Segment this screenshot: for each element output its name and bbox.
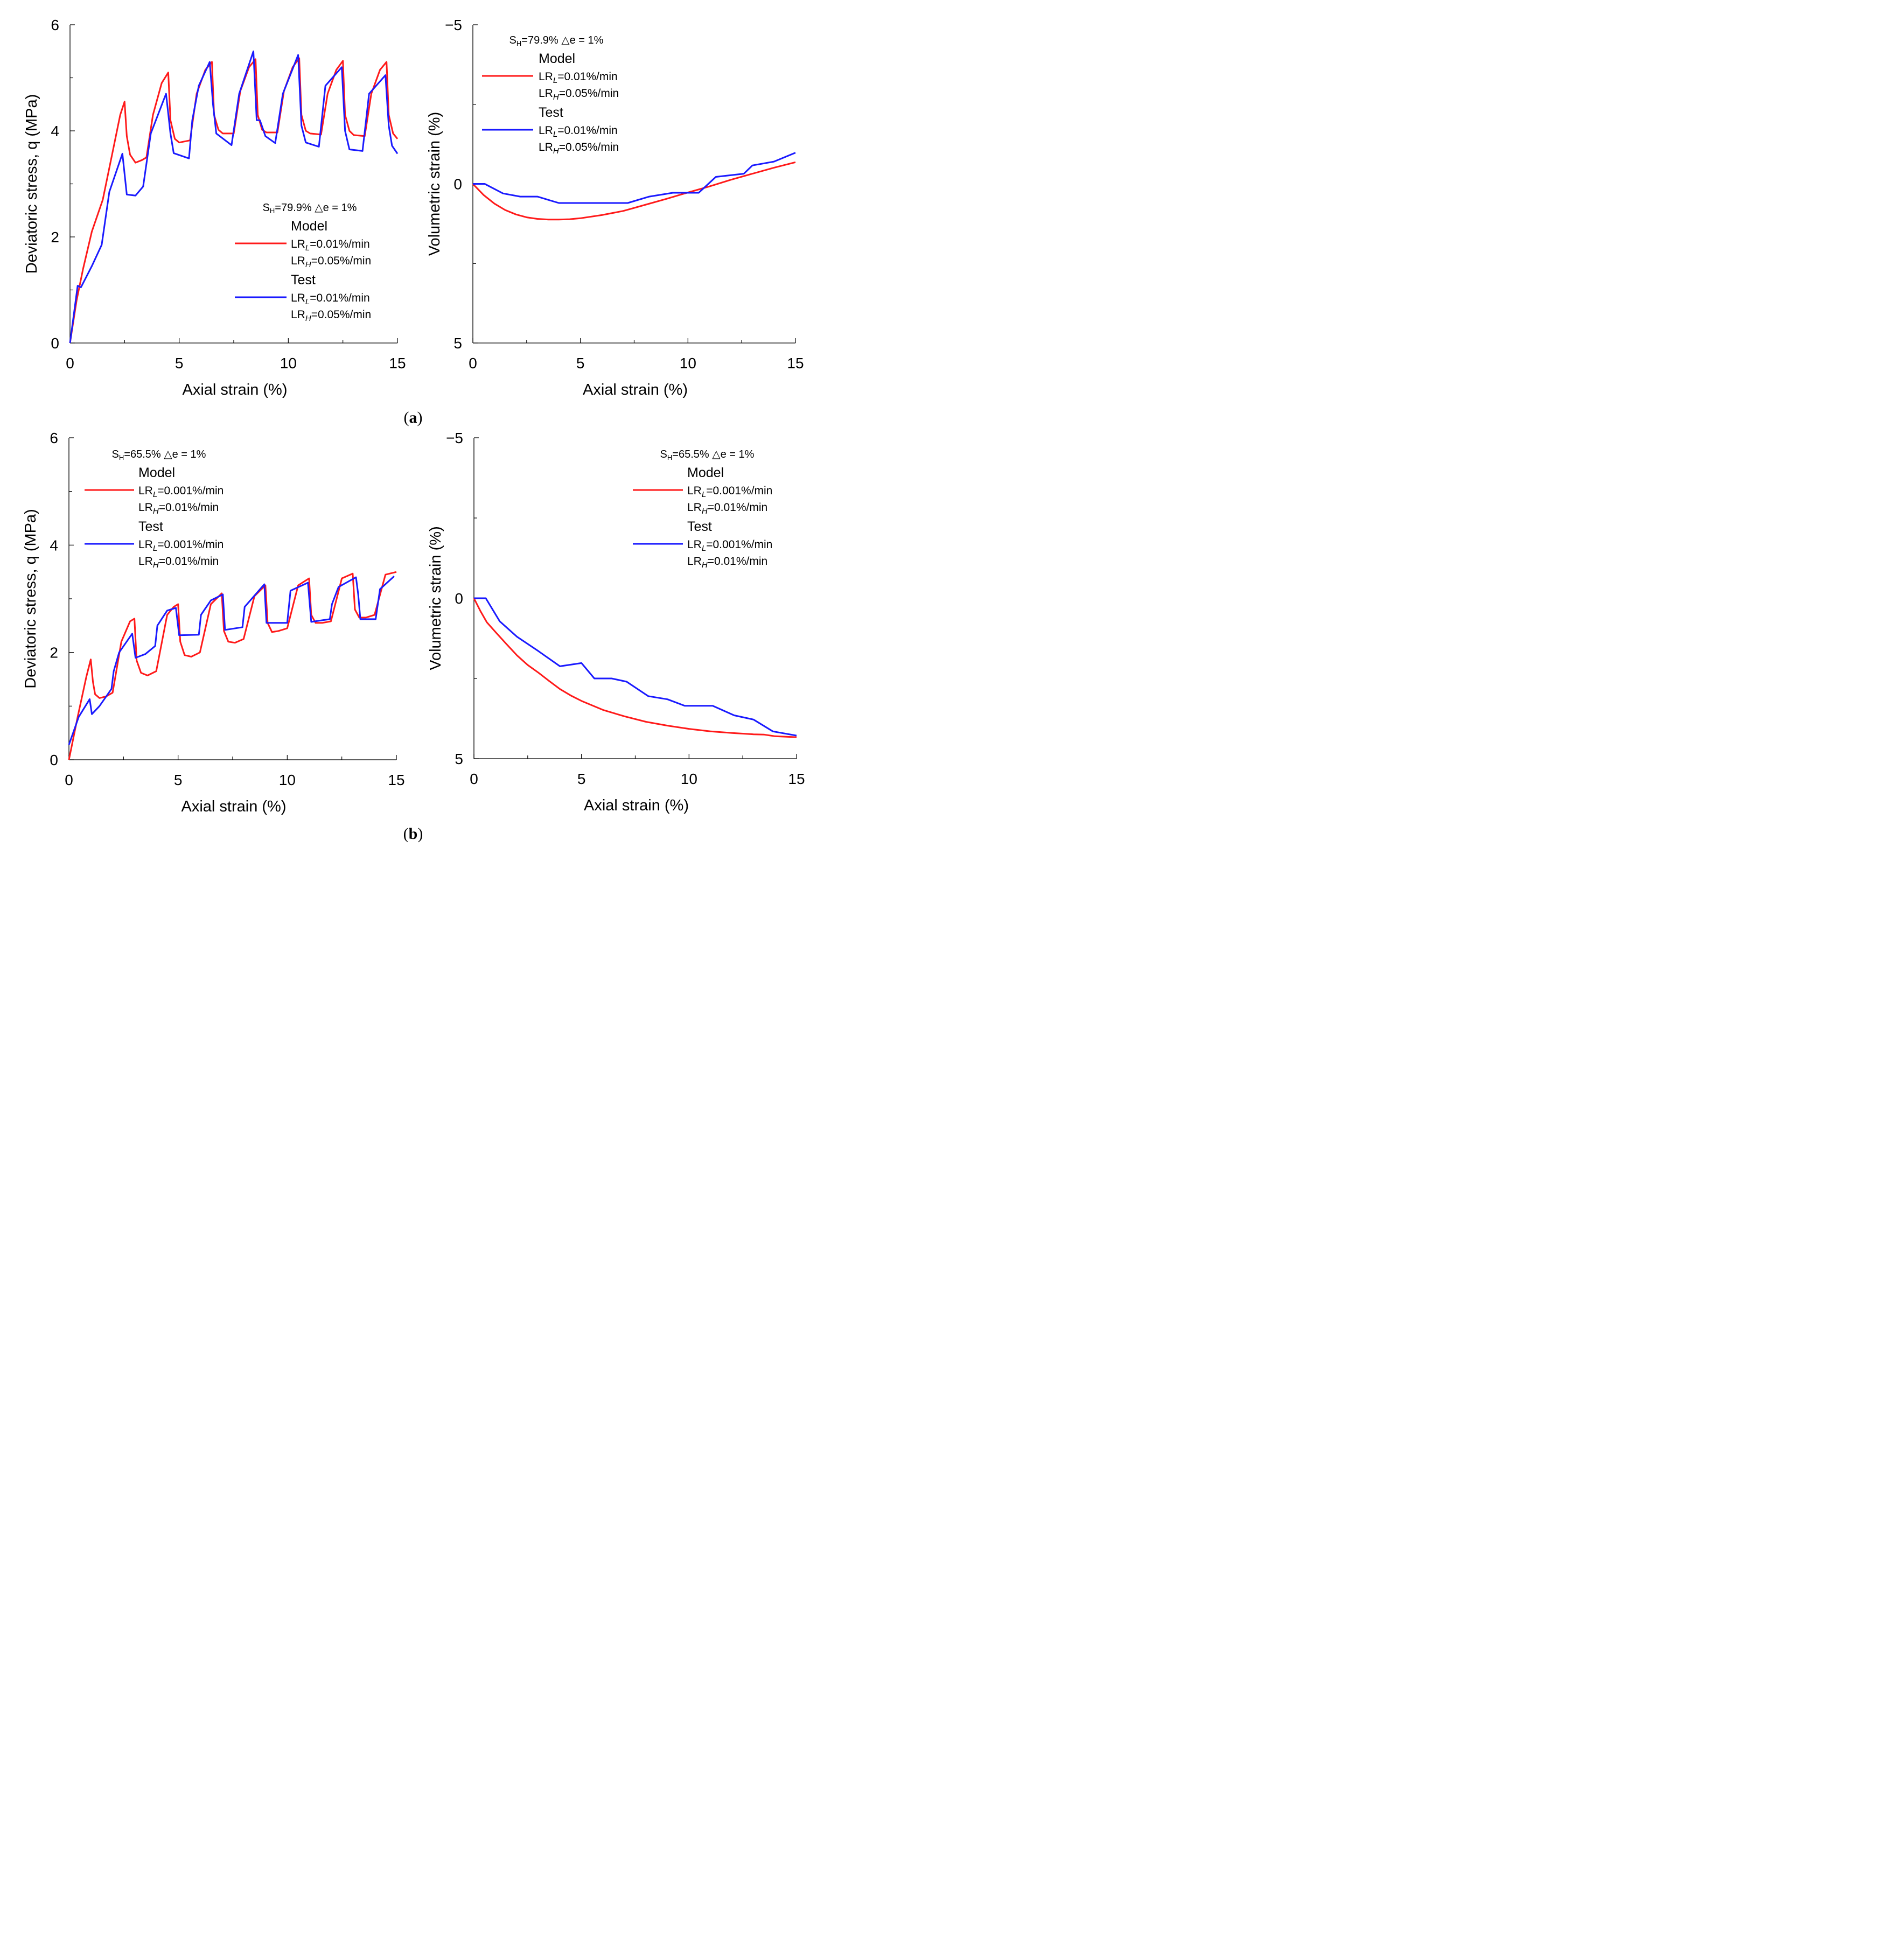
series-line-model	[68, 571, 397, 760]
y-tick-label: 5	[455, 751, 463, 767]
y-axis-title: Deviatoric stress, q (MPa)	[23, 94, 40, 274]
legend-rate-low: LRL=0.01%/min	[291, 292, 370, 306]
legend-rate-high: LRH=0.01%/min	[687, 501, 767, 516]
legend-rate-high: LRH=0.01%/min	[138, 555, 219, 570]
legend-header-test: Test	[539, 105, 563, 120]
x-axis-title: Axial strain (%)	[183, 381, 288, 398]
y-tick-label: 4	[51, 123, 59, 139]
legend: SH=79.9% △e = 1% Model LRL=0.01%/min LRH=0.…	[235, 202, 371, 323]
legend: SH=65.5% △e = 1% Model LRL=0.001%/min LRH=0…	[85, 449, 224, 570]
y-axis-title: Volumetric strain (%)	[426, 112, 443, 256]
legend-rate-low: LRL=0.01%/min	[539, 71, 618, 85]
y-tick-label: 2	[50, 645, 58, 661]
series-line-test	[474, 597, 797, 737]
x-axis-title: Axial strain (%)	[584, 797, 689, 814]
y-tick-label: 4	[50, 537, 58, 554]
x-tick-label: 15	[388, 772, 404, 788]
x-tick-label: 0	[65, 772, 73, 788]
legend-rate-low: LRL=0.001%/min	[687, 485, 772, 499]
legend-condition: SH=65.5% △e = 1%	[112, 449, 206, 461]
y-tick-label: 0	[51, 335, 59, 352]
legend-rate-low: LRL=0.01%/min	[291, 238, 370, 253]
legend-rate-high: LRH=0.01%/min	[687, 555, 767, 570]
legend-header-model: Model	[138, 465, 175, 480]
x-tick-label: 5	[175, 355, 184, 372]
legend-rate-high: LRH=0.05%/min	[539, 141, 619, 156]
x-tick-label: 10	[279, 772, 296, 788]
x-tick-label: 0	[470, 771, 478, 787]
y-tick-label: 0	[50, 752, 58, 768]
legend-header-model: Model	[687, 465, 724, 480]
legend-rate-high: LRH=0.05%/min	[539, 87, 619, 102]
legend-condition: SH=79.9% △e = 1%	[263, 202, 357, 215]
legend: SH=79.9% △e = 1% Model LRL=0.01%/min LRH=0.…	[482, 34, 619, 156]
y-tick-label: 6	[50, 430, 58, 446]
legend-rate-high: LRH=0.01%/min	[138, 501, 219, 516]
x-tick-label: 5	[577, 771, 586, 787]
legend-header-model: Model	[291, 219, 327, 234]
y-tick-label: −5	[446, 430, 463, 446]
legend-header-test: Test	[687, 519, 712, 534]
legend-condition: SH=79.9% △e = 1%	[509, 34, 604, 47]
x-tick-label: 5	[576, 355, 585, 372]
x-tick-label: 10	[681, 771, 697, 787]
figure: 0 5 10 15 0 2 4 6 Axial strain (%) Deviatoric str…	[0, 0, 822, 848]
legend: SH=65.5% △e = 1% Model LRL=0.001%/min LRH=0…	[633, 449, 772, 570]
legend-condition: SH=65.5% △e = 1%	[660, 449, 755, 461]
series-line-model	[473, 598, 797, 738]
legend-rate-low: LRL=0.001%/min	[138, 485, 224, 499]
x-tick-label: 15	[788, 771, 805, 787]
legend-header-model: Model	[539, 51, 575, 66]
y-axis-title: Volumetric strain (%)	[427, 526, 444, 670]
legend-rate-high: LRH=0.05%/min	[291, 255, 371, 269]
caption-a: (a)	[404, 409, 423, 426]
legend-header-test: Test	[291, 272, 316, 288]
y-tick-label: 5	[453, 335, 462, 352]
legend-rate-high: LRH=0.05%/min	[291, 309, 371, 323]
panel-b-stress: 0 5 10 15 0 2 4 6 Axial strain (%) Deviatoric str…	[22, 430, 405, 815]
x-axis-title: Axial strain (%)	[583, 381, 688, 398]
legend-header-test: Test	[138, 519, 163, 534]
x-axis-title: Axial strain (%)	[181, 798, 287, 815]
y-axis-title: Deviatoric stress, q (MPa)	[22, 509, 39, 689]
y-tick-label: 6	[51, 17, 59, 33]
y-tick-label: 0	[455, 590, 463, 607]
x-tick-label: 5	[174, 772, 183, 788]
series-line-test	[68, 575, 395, 745]
x-tick-label: 10	[680, 355, 696, 372]
series-line-test	[473, 152, 796, 204]
series-line-test	[69, 50, 399, 344]
x-tick-label: 15	[389, 355, 406, 372]
x-tick-label: 15	[787, 355, 804, 372]
legend-rate-low: LRL=0.001%/min	[687, 538, 772, 553]
y-tick-label: 0	[453, 176, 462, 193]
x-tick-label: 0	[66, 355, 74, 372]
y-tick-label: −5	[445, 17, 462, 33]
x-tick-label: 10	[280, 355, 297, 372]
series-line-model	[472, 161, 796, 221]
panel-a-stress: 0 5 10 15 0 2 4 6 Axial strain (%) Deviatoric str…	[23, 17, 406, 398]
legend-rate-low: LRL=0.01%/min	[539, 124, 618, 139]
caption-b: (b)	[403, 825, 423, 843]
y-tick-label: 2	[51, 229, 59, 246]
legend-rate-low: LRL=0.001%/min	[138, 538, 224, 553]
x-tick-label: 0	[469, 355, 477, 372]
